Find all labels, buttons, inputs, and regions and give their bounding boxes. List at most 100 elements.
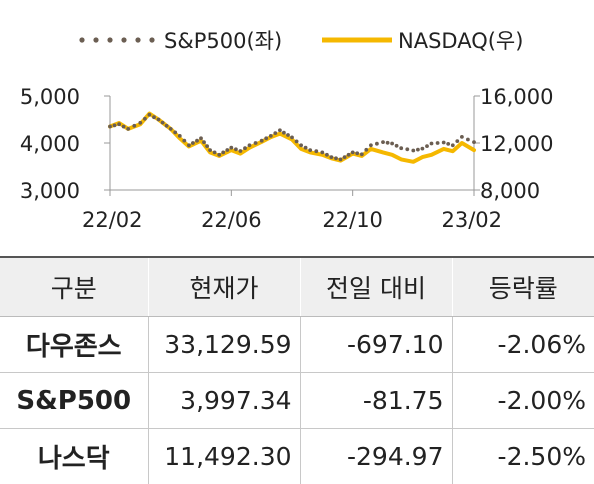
row-price: 33,129.59: [148, 317, 300, 373]
series-point-sp500: [390, 142, 394, 146]
header-price: 현재가: [148, 257, 300, 317]
series-point-sp500: [325, 153, 329, 157]
series-point-sp500: [221, 151, 225, 155]
series-point-sp500: [243, 146, 247, 150]
row-name: 나스닥: [0, 429, 148, 484]
series-point-sp500: [202, 140, 206, 144]
y-left-tick-label: 5,000: [20, 85, 80, 109]
series-point-sp500: [264, 136, 268, 140]
series-point-sp500: [282, 131, 286, 135]
series-point-sp500: [260, 139, 264, 143]
table-row: 나스닥 11,492.30 -294.97 -2.50%: [0, 429, 594, 484]
series-point-sp500: [195, 139, 199, 143]
series-point-sp500: [308, 148, 312, 152]
series-point-sp500: [364, 148, 368, 152]
series-point-sp500: [399, 146, 403, 150]
series-point-sp500: [248, 143, 252, 147]
chart-legend: S&P500(좌) NASDAQ(우): [79, 29, 523, 53]
series-point-sp500: [421, 147, 425, 151]
series-point-sp500: [143, 117, 147, 121]
y-right-tick-label: 12,000: [480, 132, 553, 156]
series-point-sp500: [169, 127, 173, 131]
series-point-sp500: [205, 144, 209, 148]
series-point-sp500: [411, 149, 415, 153]
index-table: 구분 현재가 전일 대비 등락률 다우존스 33,129.59 -697.10 …: [0, 256, 594, 484]
series-point-sp500: [466, 138, 470, 142]
series-point-sp500: [225, 148, 229, 152]
y-right-tick-label: 8,000: [480, 179, 540, 203]
series-point-sp500: [229, 146, 233, 150]
row-change: -697.10: [300, 317, 452, 373]
series-point-sp500: [343, 155, 347, 159]
series-point-sp500: [381, 140, 385, 144]
x-tick-label: 23/02: [441, 208, 502, 232]
y-left-tick-label: 3,000: [20, 179, 80, 203]
x-tick-label: 22/10: [322, 208, 383, 232]
table-row: 다우존스 33,129.59 -697.10 -2.06%: [0, 317, 594, 373]
series-point-sp500: [217, 153, 221, 157]
series-point-sp500: [157, 118, 161, 122]
series-point-sp500: [446, 142, 450, 146]
table-row: S&P500 3,997.34 -81.75 -2.00%: [0, 373, 594, 429]
series-point-sp500: [122, 125, 126, 129]
series-point-sp500: [113, 124, 117, 128]
series-point-sp500: [138, 121, 142, 125]
series-point-sp500: [330, 155, 334, 159]
legend-label-sp500: S&P500(좌): [164, 29, 282, 53]
series-point-sp500: [208, 148, 212, 152]
series-point-sp500: [355, 151, 359, 155]
series-point-sp500: [386, 141, 390, 145]
row-price: 11,492.30: [148, 429, 300, 484]
series-point-sp500: [405, 147, 409, 151]
series-point-sp500: [320, 151, 324, 155]
row-rate: -2.06%: [452, 317, 594, 373]
series-point-sp500: [295, 140, 299, 144]
series-point-sp500: [152, 115, 156, 119]
header-change: 전일 대비: [300, 257, 452, 317]
series-point-sp500: [460, 135, 464, 139]
series-point-sp500: [425, 144, 429, 148]
series-point-sp500: [148, 113, 152, 117]
series-point-sp500: [416, 148, 420, 152]
series-point-sp500: [199, 136, 203, 140]
series-point-sp500: [339, 158, 343, 162]
series-point-sp500: [314, 149, 318, 153]
series-point-sp500: [117, 122, 121, 126]
series-point-sp500: [334, 156, 338, 160]
series-point-sp500: [273, 131, 277, 135]
series-point-sp500: [182, 139, 186, 143]
index-chart: S&P500(좌) NASDAQ(우) 3,000 4,000 5,000 8,00…: [0, 0, 594, 240]
series-point-sp500: [126, 127, 130, 131]
series-point-sp500: [472, 140, 476, 144]
row-rate: -2.00%: [452, 373, 594, 429]
series-point-sp500: [369, 143, 373, 147]
series-point-sp500: [351, 151, 355, 155]
series-point-sp500: [290, 136, 294, 140]
x-tick-label: 22/06: [201, 208, 262, 232]
series-point-sp500: [442, 141, 446, 145]
series-point-sp500: [455, 139, 459, 143]
row-price: 3,997.34: [148, 373, 300, 429]
series-point-sp500: [173, 131, 177, 135]
row-name: 다우존스: [0, 317, 148, 373]
series-point-sp500: [375, 142, 379, 146]
series-point-sp500: [430, 142, 434, 146]
series-point-sp500: [213, 151, 217, 155]
series-point-sp500: [269, 134, 273, 138]
y-right-tick-label: 16,000: [480, 85, 553, 109]
series-point-sp500: [347, 153, 351, 157]
series-point-sp500: [108, 125, 112, 129]
series-point-sp500: [187, 143, 191, 147]
series-point-sp500: [234, 147, 238, 151]
x-tick-label: 22/02: [82, 208, 143, 232]
header-rate: 등락률: [452, 257, 594, 317]
series-point-sp500: [132, 124, 136, 128]
series-point-sp500: [451, 143, 455, 147]
series-point-sp500: [178, 134, 182, 138]
series-point-sp500: [436, 141, 440, 145]
row-name: S&P500: [0, 373, 148, 429]
series-point-sp500: [278, 128, 282, 132]
series-point-sp500: [304, 146, 308, 150]
series-point-sp500: [239, 149, 243, 153]
y-left-tick-label: 4,000: [20, 132, 80, 156]
